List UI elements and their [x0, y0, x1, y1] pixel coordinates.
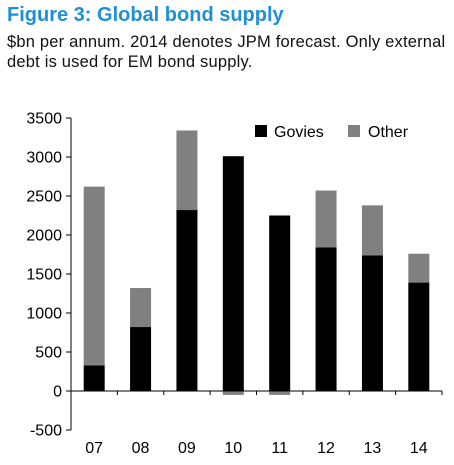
y-tick-label: 3500 — [26, 111, 62, 128]
bar-govies-11 — [269, 215, 291, 391]
x-tick-label: 13 — [364, 440, 382, 457]
figure-subtitle: $bn per annum. 2014 denotes JPM forecast… — [7, 33, 446, 71]
bar-other-09 — [176, 130, 198, 211]
bar-govies-14 — [408, 282, 430, 391]
x-axis-ticks: 07 08 09 10 11 12 13 14 — [70, 391, 443, 457]
bar-other-10 — [222, 391, 244, 395]
legend-other-swatch — [348, 125, 360, 137]
y-tick-label: 3000 — [26, 150, 62, 167]
legend: Govies Other — [255, 124, 409, 141]
bar-govies-12 — [315, 247, 337, 391]
bar-other-12 — [315, 190, 337, 248]
legend-govies-label: Govies — [274, 124, 324, 141]
bar-govies-08 — [130, 327, 152, 391]
bar-govies-13 — [361, 255, 383, 391]
y-tick-label: 1000 — [26, 306, 62, 323]
bar-other-14 — [408, 253, 430, 283]
x-tick-label: 14 — [410, 440, 428, 457]
bars-layer — [83, 130, 430, 395]
y-tick-label: 1500 — [26, 267, 62, 284]
figure-title: Figure 3: Global bond supply — [7, 4, 284, 26]
x-tick-label: 08 — [132, 440, 150, 457]
bar-other-11 — [269, 391, 291, 395]
x-tick-label: 11 — [271, 440, 288, 457]
y-tick-label: -500 — [30, 423, 62, 440]
bar-other-13 — [361, 205, 383, 256]
bar-govies-10 — [222, 156, 244, 391]
y-tick-label: 0 — [53, 384, 62, 401]
y-tick-label: 2500 — [26, 189, 62, 206]
y-axis-ticks: -500 0 500 1000 1500 2000 2500 3000 3500 — [26, 111, 71, 440]
x-tick-label: 10 — [224, 440, 242, 457]
bar-govies-07 — [83, 365, 105, 391]
y-tick-label: 500 — [35, 345, 62, 362]
y-tick-label: 2000 — [26, 228, 62, 245]
bar-other-07 — [83, 186, 105, 366]
legend-govies-swatch — [255, 125, 267, 137]
x-tick-label: 07 — [85, 440, 103, 457]
bar-govies-09 — [176, 210, 198, 391]
x-tick-label: 12 — [317, 440, 335, 457]
x-tick-label: 09 — [178, 440, 196, 457]
bar-other-08 — [130, 288, 152, 328]
legend-other-label: Other — [368, 124, 409, 141]
